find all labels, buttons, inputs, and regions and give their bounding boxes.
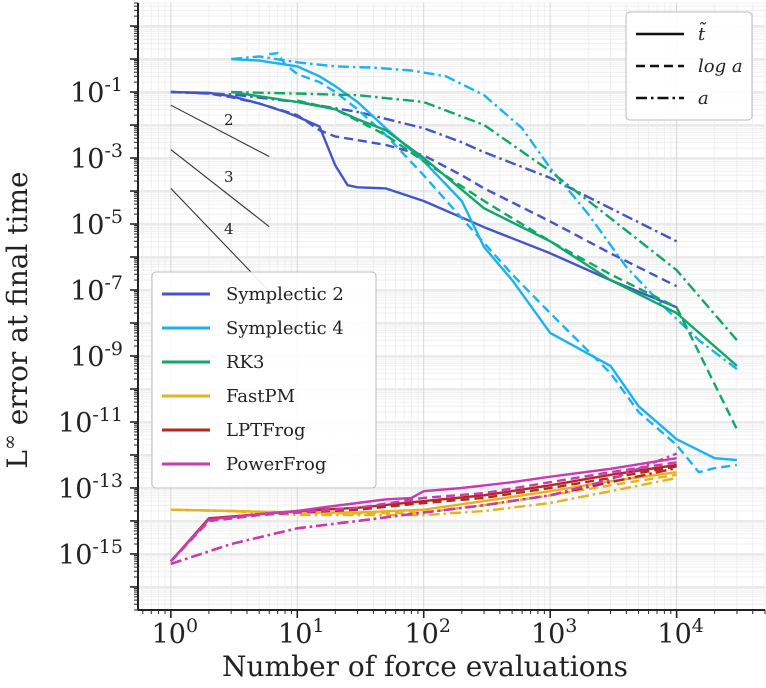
series-line-symplectic-4-dashdot <box>231 55 738 371</box>
series-line-powerfrog-dashed <box>169 461 677 563</box>
slope-guide-label: 4 <box>224 220 234 238</box>
slope-guide-label: 2 <box>224 111 234 129</box>
y-tick-label: 10-7 <box>70 272 123 307</box>
y-tick-label: 10-3 <box>70 140 123 175</box>
y-tick-label: 10-11 <box>58 404 123 439</box>
series-line-symplectic-2-dashed <box>170 90 678 288</box>
x-tick-label: 103 <box>531 615 577 650</box>
series-line-symplectic-4-dashed <box>269 52 738 474</box>
legend-label-fastpm: FastPM <box>226 386 295 407</box>
x-axis-label: Number of force evaluations <box>222 650 628 683</box>
y-tick-label: 10-5 <box>70 206 123 241</box>
series-line-rk3-solid <box>231 90 738 367</box>
slope-guide-line <box>170 104 270 158</box>
x-tick-label: 104 <box>657 615 703 650</box>
legend-label-symplectic-4: Symplectic 4 <box>226 318 344 339</box>
axis-ticks: 10-1 10-3 10-5 10-7 10-9 10-11 10-13 10-15 100 10… <box>58 2 766 650</box>
legend-label-symplectic-2: Symplectic 2 <box>226 284 344 305</box>
series-line-fastpm-solid <box>170 471 677 514</box>
legend-label-lptfrog: LPTFrog <box>226 420 306 441</box>
y-tick-label: 10-1 <box>70 74 123 109</box>
series-line-fastpm-dashdot <box>170 476 677 517</box>
y-tick-label: 10-13 <box>58 470 123 505</box>
x-tick-label: 102 <box>404 615 450 650</box>
series-line-rk3-dashdot <box>231 90 738 341</box>
y-tick-label: 10-9 <box>70 338 123 373</box>
legend-label-rk3: RK3 <box>226 352 264 373</box>
slope-guide-line <box>170 149 270 228</box>
line-style-legend: t̃ log a a <box>625 11 753 121</box>
style-label-solid: t̃ <box>698 22 707 45</box>
legend-label-powerfrog: PowerFrog <box>226 454 326 475</box>
series-lines <box>169 52 738 566</box>
style-legend-box <box>625 11 753 121</box>
x-tick-label: 100 <box>152 615 198 650</box>
series-line-powerfrog-dashdot <box>170 452 678 566</box>
series-legend-box <box>151 271 377 489</box>
axes-frame <box>137 3 765 611</box>
style-label-dashdot: a <box>698 88 709 109</box>
series-legend: Symplectic 2 Symplectic 4 RK3 FastPM LPTFrog… <box>151 271 377 489</box>
y-axis-label: L∞ error at final time <box>0 171 34 468</box>
style-label-dashed: log a <box>698 56 743 77</box>
slope-guide-label: 3 <box>224 168 234 186</box>
series-line-rk3-dashed <box>297 99 738 430</box>
y-tick-label: 10-15 <box>58 536 123 571</box>
x-tick-label: 101 <box>278 615 324 650</box>
series-line-symplectic-4-solid <box>231 57 738 462</box>
